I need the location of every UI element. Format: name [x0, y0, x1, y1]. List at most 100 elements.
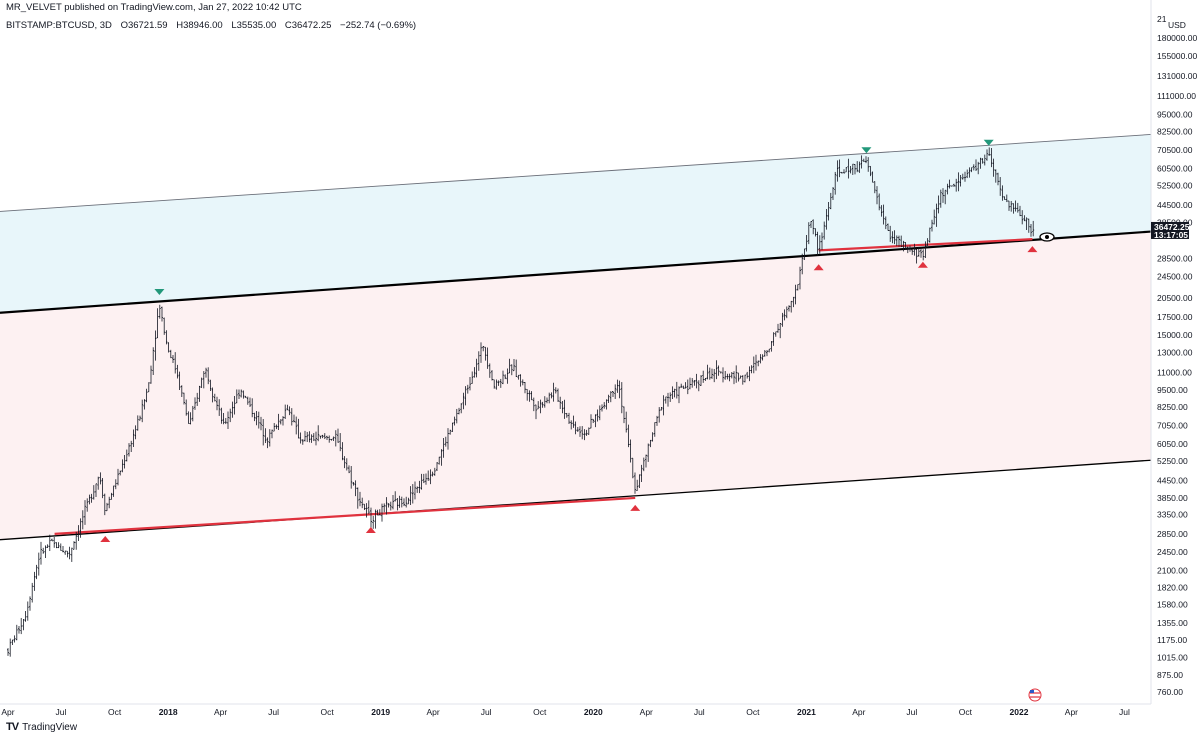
price-bar — [948, 179, 951, 189]
bottom-pivot-marker — [630, 504, 641, 511]
price-bar — [156, 308, 159, 339]
top-pivot-marker — [154, 289, 165, 296]
price-bar — [713, 368, 716, 383]
price-bar — [482, 345, 485, 352]
price-bar — [216, 396, 218, 411]
price-bar — [246, 396, 249, 405]
price-tick-label-partial: 21 — [1157, 14, 1167, 24]
price-bar — [640, 464, 643, 482]
price-bar — [658, 407, 661, 423]
price-bar — [810, 221, 812, 228]
price-bar — [895, 235, 898, 247]
price-bar — [605, 399, 608, 410]
price-bar — [671, 386, 674, 400]
price-axis[interactable]: 180000.00 155000.00 131000.00 111000.00 9500… — [1157, 14, 1197, 697]
price-bar — [378, 509, 381, 516]
price-bar — [554, 387, 557, 394]
price-bar — [697, 380, 700, 392]
eye-pupil — [1045, 235, 1049, 239]
price-bar — [486, 347, 489, 369]
price-bar — [86, 498, 89, 512]
symbol-label[interactable]: BITSTAMP:BTCUSD, 3D — [6, 20, 112, 31]
price-bar — [119, 470, 122, 476]
price-bar — [871, 171, 874, 183]
price-bar — [158, 304, 161, 319]
price-bar — [955, 178, 958, 192]
time-tick-label: Oct — [959, 707, 973, 717]
price-bar — [649, 439, 652, 448]
price-bar — [407, 497, 410, 505]
price-bar — [222, 413, 225, 425]
price-bar — [449, 429, 452, 435]
time-tick-label: Oct — [321, 707, 335, 717]
price-bar — [44, 545, 47, 558]
price-bar — [13, 635, 16, 643]
price-bar — [242, 390, 245, 399]
price-bar — [979, 157, 982, 169]
price-bar — [255, 411, 258, 426]
price-bar — [229, 408, 232, 423]
price-bar — [825, 208, 828, 230]
price-bar — [917, 247, 920, 257]
price-bar — [370, 507, 372, 529]
price-bar — [220, 407, 223, 424]
price-tick-label: 95000.00 — [1157, 109, 1193, 119]
price-bar — [528, 390, 531, 402]
price-bar — [579, 426, 581, 437]
price-bar — [669, 392, 672, 402]
price-bar — [433, 467, 436, 476]
time-axis[interactable]: Apr Jul Oct 2018 Apr Jul Oct 2019 Apr Jul Oct 2020 A… — [1, 707, 1130, 717]
price-bar — [854, 164, 856, 175]
price-bar — [807, 222, 810, 245]
price-bar — [840, 171, 843, 174]
price-bar — [1001, 185, 1004, 201]
price-bar — [585, 429, 588, 436]
price-bar — [147, 382, 150, 393]
price-bar — [343, 456, 346, 469]
price-bar — [18, 625, 20, 634]
price-bar — [442, 437, 445, 458]
price-bar — [123, 455, 126, 469]
price-bar — [359, 491, 361, 507]
price-bar — [735, 365, 738, 383]
price-bar — [57, 542, 60, 549]
price-bar — [196, 392, 199, 406]
price-bar — [651, 432, 654, 442]
price-bar — [722, 367, 724, 383]
price-bar — [977, 161, 980, 175]
price-bar — [823, 221, 826, 240]
price-bar — [273, 423, 276, 432]
price-bar — [944, 189, 947, 205]
price-axis-panel[interactable] — [1151, 0, 1200, 719]
price-bar — [317, 425, 320, 442]
price-bar — [535, 404, 537, 420]
price-bar — [561, 401, 564, 414]
price-bar — [172, 355, 174, 364]
price-bar — [785, 306, 788, 319]
price-bar — [185, 399, 188, 416]
price-tick-label: 6050.00 — [1157, 439, 1188, 449]
price-bar — [959, 175, 962, 187]
price-bar — [539, 399, 542, 414]
pivot-markers — [100, 139, 1055, 542]
price-bar — [856, 161, 859, 173]
price-tick-label: 24500.00 — [1157, 272, 1193, 282]
price-bar — [812, 219, 815, 235]
price-bar — [183, 392, 185, 405]
price-bar — [524, 382, 526, 394]
price-bar — [783, 309, 786, 321]
tradingview-logo[interactable]: TV TradingView — [6, 721, 77, 733]
price-bar — [559, 396, 562, 409]
price-bar — [251, 398, 254, 418]
price-bar — [708, 367, 711, 380]
price-bar — [1030, 224, 1032, 237]
price-bar — [939, 189, 942, 208]
visibility-eye-icon[interactable] — [1039, 232, 1055, 242]
price-bar — [288, 406, 291, 416]
price-bar — [686, 379, 689, 395]
price-bar — [1023, 215, 1026, 222]
price-bar — [385, 497, 388, 515]
price-bar — [634, 472, 636, 494]
